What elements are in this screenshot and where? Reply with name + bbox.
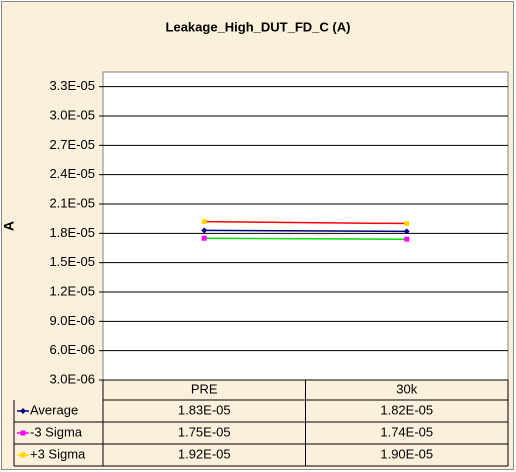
legend-label: +3 Sigma (30, 446, 86, 461)
series-line (204, 220, 407, 225)
y-tick-label: 9.0E-06 (49, 313, 95, 328)
legend-marker (20, 430, 26, 436)
data-label: 1.83E-05 (178, 402, 231, 417)
y-tick-label: 1.5E-05 (49, 254, 95, 269)
y-tick-label: 2.1E-05 (49, 195, 95, 210)
marker (404, 236, 410, 242)
data-label: 1.92E-05 (178, 446, 231, 461)
data-label: 1.82E-05 (380, 402, 433, 417)
x-tick-label: 30k (396, 381, 417, 396)
data-label: 1.90E-05 (380, 446, 433, 461)
y-tick-label: 3.0E-05 (49, 107, 95, 122)
marker (403, 228, 410, 235)
y-tick-label: 3.0E-06 (49, 371, 95, 386)
y-tick-label: 3.3E-05 (49, 78, 95, 93)
y-tick-label: 2.4E-05 (49, 166, 95, 181)
y-tick-label: 2.7E-05 (49, 137, 95, 152)
legend-marker (20, 452, 26, 458)
legend-marker (20, 408, 26, 414)
y-tick-label: 1.2E-05 (49, 283, 95, 298)
y-tick-label: 6.0E-06 (49, 342, 95, 357)
marker (404, 221, 410, 227)
series-line (204, 229, 407, 233)
legend-label: Average (30, 402, 78, 417)
legend-label: -3 Sigma (30, 424, 83, 439)
marker (201, 219, 207, 225)
plot-area (102, 71, 509, 381)
chart-title: Leakage_High_DUT_FD_C (A) (166, 19, 351, 34)
marker (201, 227, 208, 234)
series-line (204, 237, 407, 240)
data-label: 1.75E-05 (178, 424, 231, 439)
y-tick-label: 1.8E-05 (49, 225, 95, 240)
y-axis-label: A (1, 221, 17, 231)
data-label: 1.74E-05 (380, 424, 433, 439)
x-tick-label: PRE (191, 381, 218, 396)
marker (201, 235, 207, 241)
